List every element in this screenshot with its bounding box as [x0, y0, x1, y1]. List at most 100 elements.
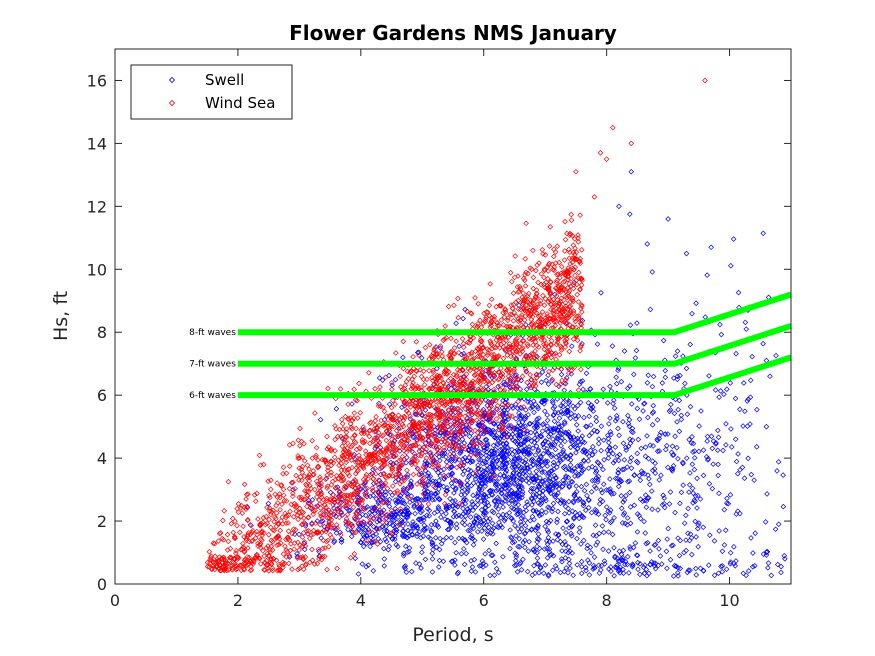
swell-point — [481, 424, 488, 430]
wind-sea-point — [299, 454, 306, 461]
wind-sea-point — [388, 507, 395, 514]
wind-sea-point — [461, 353, 468, 360]
swell-point — [523, 507, 530, 514]
wind-sea-point — [341, 452, 348, 458]
wind-sea-point — [494, 320, 500, 326]
swell-point — [612, 564, 618, 571]
swell-point — [553, 474, 559, 481]
swell-point — [473, 513, 479, 519]
swell-point — [385, 546, 392, 553]
wind-sea-point — [342, 483, 348, 490]
wind-sea-point — [291, 503, 298, 510]
swell-point — [634, 529, 641, 535]
wind-sea-point — [215, 538, 222, 544]
swell-point — [474, 497, 481, 504]
swell-point — [499, 524, 505, 531]
wind-sea-point — [252, 535, 259, 541]
swell-point — [504, 406, 511, 413]
swell-point — [618, 478, 624, 484]
wind-sea-point — [471, 442, 477, 449]
swell-point — [573, 483, 580, 489]
swell-point — [752, 563, 758, 569]
wind-sea-point — [399, 421, 406, 428]
swell-point — [642, 530, 649, 536]
wind-sea-point — [462, 406, 469, 412]
swell-point — [635, 559, 641, 566]
swell-point — [509, 451, 516, 457]
wind-sea-point — [402, 382, 409, 389]
wind-sea-point — [460, 340, 467, 347]
swell-point — [631, 472, 638, 478]
swell-point — [370, 533, 376, 539]
wind-sea-point — [570, 285, 577, 292]
wind-sea-point — [325, 464, 331, 471]
wind-sea-point — [463, 383, 469, 390]
swell-point — [587, 386, 594, 392]
swell-point — [343, 503, 349, 509]
wind-sea-point — [449, 411, 456, 418]
wind-sea-point — [440, 436, 446, 443]
wind-sea-point — [298, 494, 305, 500]
wind-sea-point — [459, 376, 466, 383]
swell-point — [538, 511, 545, 518]
swell-point — [708, 433, 715, 440]
wind-sea-point — [273, 515, 279, 522]
swell-point — [354, 499, 360, 505]
swell-point — [622, 520, 629, 527]
swell-point — [674, 419, 680, 425]
swell-point — [534, 543, 540, 550]
swell-point — [450, 503, 456, 509]
wind-sea-point — [237, 562, 243, 569]
swell-point — [528, 429, 534, 436]
swell-point — [470, 492, 476, 499]
swell-point — [636, 512, 642, 519]
swell-point — [562, 438, 568, 445]
swell-point — [568, 530, 574, 537]
wind-sea-point — [558, 333, 565, 340]
wind-sea-point — [445, 430, 451, 437]
wind-sea-point — [459, 420, 466, 427]
swell-point — [717, 388, 724, 394]
swell-point — [584, 423, 590, 430]
wind-sea-point — [454, 405, 460, 412]
wind-sea-point — [337, 473, 344, 479]
swell-point — [687, 567, 693, 574]
swell-point — [535, 448, 541, 455]
swell-point — [392, 533, 398, 539]
swell-point — [487, 419, 493, 425]
swell-point — [741, 475, 748, 482]
wind-sea-point — [328, 472, 334, 479]
wind-sea-point — [551, 264, 557, 270]
wind-sea-point — [520, 275, 527, 282]
swell-point — [529, 526, 535, 533]
swell-point — [696, 520, 702, 526]
wind-sea-point — [351, 432, 358, 439]
swell-point — [519, 447, 525, 454]
swell-point — [619, 520, 626, 526]
wind-sea-point — [367, 440, 373, 447]
wind-sea-point — [420, 475, 427, 482]
swell-point — [447, 435, 453, 441]
swell-point — [624, 561, 631, 568]
swell-point — [535, 463, 542, 470]
swell-point — [509, 431, 516, 438]
swell-point — [728, 426, 734, 432]
wind-sea-point — [310, 471, 317, 478]
swell-point — [698, 408, 704, 414]
wind-sea-point — [361, 506, 368, 513]
wind-sea-point — [332, 476, 339, 483]
swell-point — [558, 497, 564, 503]
swell-point — [536, 415, 542, 422]
swell-point — [478, 498, 484, 504]
swell-point — [486, 547, 492, 554]
swell-point — [559, 483, 566, 490]
swell-point — [492, 446, 499, 453]
swell-point — [544, 463, 551, 469]
swell-point — [469, 564, 476, 570]
swell-point — [471, 556, 478, 563]
swell-point — [733, 458, 740, 465]
swell-point — [397, 521, 403, 527]
swell-point — [558, 371, 565, 378]
swell-point — [489, 410, 495, 416]
wind-sea-point — [549, 376, 556, 383]
